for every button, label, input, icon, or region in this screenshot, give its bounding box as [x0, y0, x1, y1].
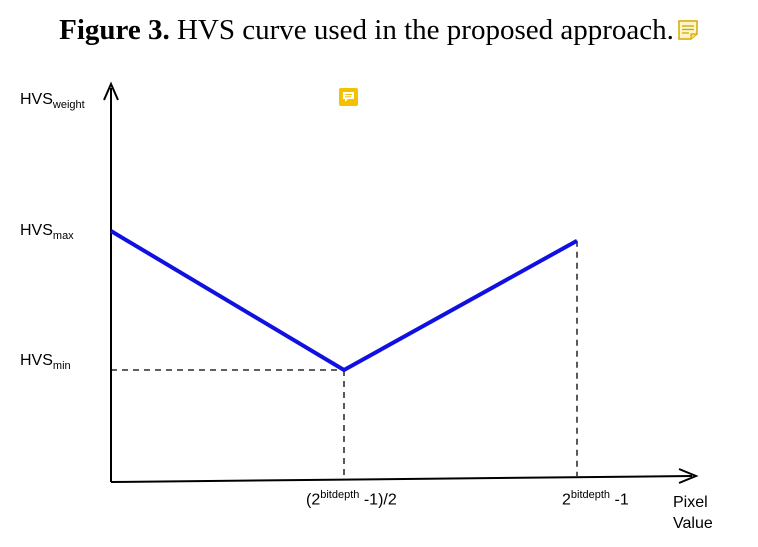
caption-prefix: Figure 3. [59, 14, 170, 46]
x-axis [110, 475, 693, 483]
hvs-curve-series [109, 229, 578, 372]
y-axis-label: HVSweight [20, 91, 85, 112]
caption-text: HVS curve used in the proposed approach. [169, 14, 674, 46]
x-axis-label: Pixel Value [673, 494, 713, 532]
sticky-note-icon[interactable] [677, 16, 699, 40]
y-axis-arrow [103, 81, 119, 101]
x-tick-mid: (2bitdepth -1)/2 [306, 489, 397, 509]
comment-icon[interactable] [339, 88, 358, 106]
figure-caption: Figure 3. HVS curve used in the proposed… [0, 14, 758, 47]
y-tick-min: HVSmin [20, 352, 71, 373]
y-tick-max: HVSmax [20, 222, 74, 243]
x-axis-arrow [678, 468, 699, 484]
x-tick-max: 2bitdepth -1 [562, 489, 629, 509]
